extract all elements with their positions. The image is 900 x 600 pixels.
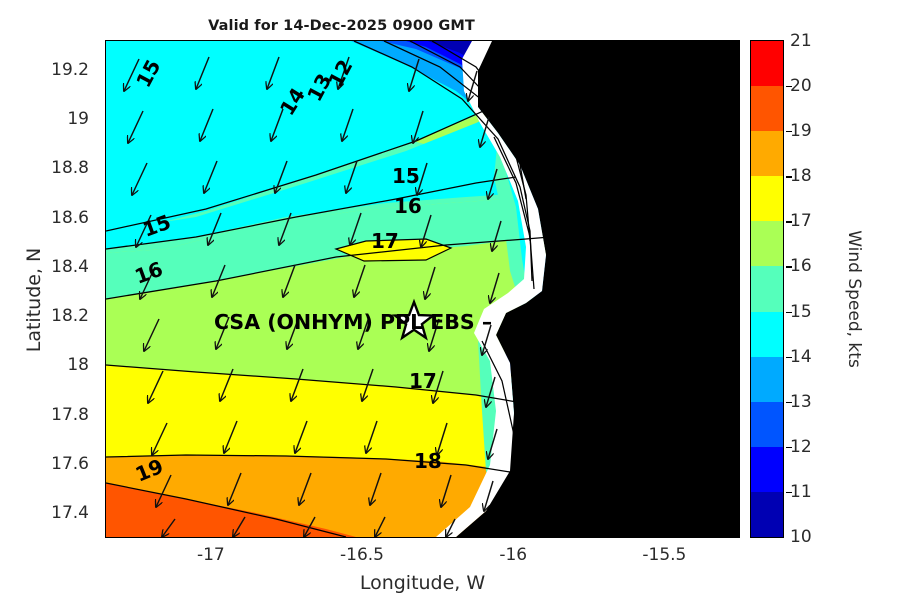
x-tick-label: -17 — [196, 545, 225, 565]
x-tick-label: -15.5 — [642, 545, 687, 565]
colorbar-tick-mark — [786, 221, 792, 223]
colorbar-band-10-11 — [751, 491, 783, 537]
colorbar-band-14-15 — [751, 311, 783, 357]
wind-vector-arrows — [124, 56, 502, 537]
figure-title: Valid for 14-Dec-2025 0900 GMT — [208, 18, 475, 34]
contour-label: 16 — [394, 194, 422, 218]
colorbar-tick-mark — [786, 266, 792, 268]
colorbar-band-19-20 — [751, 86, 783, 132]
y-tick-label: 18.2 — [51, 306, 89, 327]
colorbar-tick-label: 21 — [790, 31, 812, 51]
colorbar-title: Wind Speed, kts — [844, 230, 864, 368]
ocean-outside-domain — [456, 41, 739, 537]
colorbar-tick-mark — [786, 491, 792, 494]
colorbar-tick-label: 16 — [790, 256, 812, 277]
colorbar-tick-label: 12 — [790, 436, 812, 457]
contour-lines — [106, 41, 555, 537]
colorbar — [750, 40, 784, 538]
colorbar-tick-label: 20 — [790, 76, 812, 97]
colorbar-tick-mark — [786, 356, 792, 358]
colorbar-tick-mark — [786, 401, 792, 404]
colorbar-band-13-14 — [751, 356, 783, 402]
colorbar-tick-label: 19 — [790, 121, 812, 142]
colorbar-band-15-16 — [751, 266, 783, 312]
colorbar-tick-mark — [786, 86, 792, 88]
y-tick-label: 17.4 — [51, 503, 89, 524]
colorbar-tick-label: 14 — [790, 346, 812, 367]
y-tick-label: 18.8 — [51, 158, 89, 179]
x-tick-label: -16.5 — [340, 545, 385, 565]
y-tick-label: 18 — [67, 355, 89, 376]
colorbar-tick-label: 13 — [790, 391, 812, 412]
site-star-icon[interactable] — [391, 298, 437, 341]
y-tick-label: 18.6 — [51, 207, 89, 228]
contour-label: 17 — [371, 229, 399, 253]
contour-label: 18 — [414, 449, 442, 473]
colorbar-tick-label: 17 — [790, 211, 812, 232]
colorbar-ticks: 10 11 12 13 14 15 16 17 18 19 20 21 — [786, 31, 836, 547]
colorbar-tick-mark — [786, 131, 792, 133]
colorbar-band-11-12 — [751, 446, 783, 492]
y-tick-label: 17.8 — [51, 404, 89, 425]
colorbar-band-12-13 — [751, 401, 783, 447]
y-tick-label: 19 — [67, 108, 89, 129]
band-14-15-top — [106, 41, 536, 237]
colorbar-tick-mark — [786, 446, 792, 449]
colorbar-tick-label: 11 — [790, 481, 812, 502]
band-14-15 — [106, 41, 551, 249]
colorbar-band-17-18 — [751, 176, 783, 222]
colorbar-tick-label: 18 — [790, 166, 812, 187]
y-tick-label: 19.2 — [51, 59, 89, 80]
contour-canvas: 15 14 13 12 15 16 15 16 17 17 18 19 CSA … — [106, 41, 739, 537]
y-axis-title: Latitude, N — [23, 247, 45, 353]
colorbar-band-16-17 — [751, 221, 783, 267]
band-15-16-upper — [106, 41, 551, 299]
x-axis-title: Longitude, W — [359, 572, 486, 594]
contour-label: 17 — [409, 369, 437, 393]
x-axis-ticks: -17 -16.5 -16 -15.5 — [105, 545, 740, 571]
site-marker-group[interactable]: CSA (ONHYM) PPL EBS – — [214, 298, 492, 341]
y-axis-ticks: 17.4 17.6 17.8 18 18.2 18.4 18.6 18.8 19… — [0, 40, 97, 538]
colorbar-band-20-21 — [751, 41, 783, 87]
colorbar-tick-label: 10 — [790, 527, 812, 547]
x-tick-label: -16 — [499, 545, 528, 565]
site-label: CSA (ONHYM) PPL EBS – — [214, 310, 492, 334]
colorbar-tick-mark — [786, 176, 792, 178]
colorbar-tick-mark — [786, 311, 792, 313]
contour-label: 15 — [392, 164, 420, 188]
y-tick-label: 17.6 — [51, 454, 89, 475]
contour-plot-area: 15 14 13 12 15 16 15 16 17 17 18 19 CSA … — [105, 40, 740, 538]
y-tick-label: 18.4 — [51, 256, 89, 277]
colorbar-tick-label: 15 — [790, 301, 812, 322]
colorbar-band-18-19 — [751, 131, 783, 177]
